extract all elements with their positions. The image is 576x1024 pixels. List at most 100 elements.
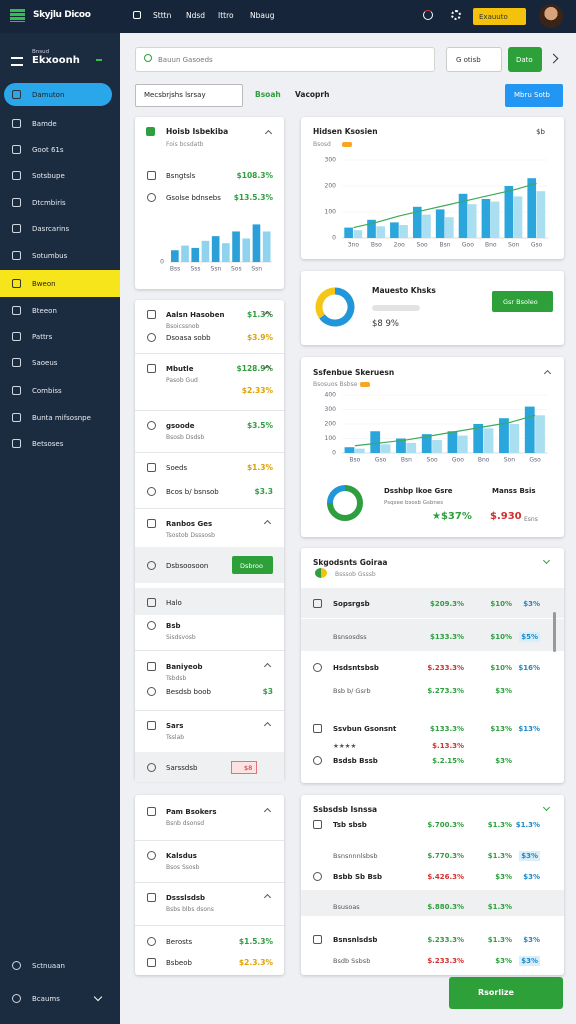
nav-item[interactable]: Bunta mifsosnpe bbox=[32, 414, 91, 422]
sidebar-footer-item[interactable]: Sctnuaan bbox=[32, 962, 65, 970]
nav-item[interactable]: Bweon bbox=[32, 280, 56, 288]
summary-button-label[interactable]: Gsr Bsoleo bbox=[503, 298, 538, 306]
row-title[interactable]: Bcos b/ bsnsob bbox=[166, 488, 219, 496]
nav-item[interactable]: Sotumbus bbox=[32, 252, 68, 260]
row-title[interactable]: Berosts bbox=[166, 938, 193, 946]
row-title[interactable]: Ranbos Ges bbox=[166, 520, 213, 528]
stat-subtitle: Psqsee bsosb Gsbnes bbox=[384, 500, 444, 506]
legend-label: Bsosd bbox=[313, 141, 331, 148]
nav-icon bbox=[12, 119, 21, 128]
cell-value: $13% bbox=[518, 725, 540, 733]
row-icon bbox=[147, 310, 156, 319]
stat-title: Manss Bsis bbox=[492, 487, 536, 495]
row-title[interactable]: Dssslsdsb bbox=[166, 894, 206, 902]
row-title[interactable]: Sars bbox=[166, 722, 184, 730]
row-value: $2.33% bbox=[241, 386, 273, 395]
row-title[interactable]: gsoode bbox=[166, 422, 195, 430]
chart-title: Hidsen Ksosien bbox=[313, 127, 378, 136]
row-title[interactable]: Dsbsoosoon bbox=[166, 562, 209, 570]
cell-value: $.233.3% bbox=[427, 664, 464, 672]
row-title[interactable]: Kalsdus bbox=[166, 852, 197, 860]
nav-icon bbox=[12, 332, 21, 341]
search-button-label[interactable]: G otisb bbox=[456, 56, 481, 64]
row-title[interactable]: Soeds bbox=[166, 464, 188, 472]
nav-icon bbox=[12, 358, 21, 367]
primary-button[interactable] bbox=[449, 977, 563, 1009]
menu-icon[interactable] bbox=[11, 57, 23, 66]
header-button[interactable] bbox=[473, 8, 526, 25]
cell-value: $3% bbox=[495, 757, 512, 765]
cell-value: $3% bbox=[523, 600, 540, 608]
nav-icon bbox=[133, 11, 141, 19]
nav-item[interactable]: Dtcmbiris bbox=[32, 199, 66, 207]
nav-icon bbox=[12, 386, 21, 395]
row-subtitle: Bsos Ssosb bbox=[166, 864, 200, 871]
row-highlight bbox=[301, 588, 564, 618]
collapse-icon[interactable] bbox=[96, 59, 102, 63]
row-title[interactable]: Bsb bbox=[166, 622, 181, 630]
search-button[interactable] bbox=[446, 47, 502, 72]
row-title[interactable]: Aalsn Hasoben bbox=[166, 311, 225, 319]
row-value: $2.3.3% bbox=[238, 958, 273, 967]
row-icon bbox=[147, 851, 156, 860]
row-title[interactable]: Baniyeob bbox=[166, 663, 203, 671]
dropdown[interactable] bbox=[135, 84, 243, 107]
cell-label: Bsusoas bbox=[333, 903, 360, 911]
row-title[interactable]: Mbutle bbox=[166, 365, 194, 373]
nav-item[interactable]: Dasrcarins bbox=[32, 225, 70, 233]
notification-icon[interactable] bbox=[423, 10, 433, 20]
nav-active[interactable] bbox=[4, 83, 112, 106]
row-button-label[interactable]: Dsbroo bbox=[240, 562, 264, 570]
cell-value: $5% bbox=[519, 632, 540, 642]
nav-item[interactable]: Sotsbupe bbox=[32, 172, 65, 180]
card-subtitle: Fois bcsdatb bbox=[166, 141, 204, 148]
cell-label: Bsdsb Bssb bbox=[333, 757, 378, 765]
nav-link[interactable]: Nbaug bbox=[250, 11, 275, 20]
action-button[interactable] bbox=[508, 47, 542, 72]
nav-icon bbox=[12, 413, 21, 422]
cell-label: Bsnsosdss bbox=[333, 633, 367, 641]
row-button[interactable] bbox=[232, 556, 273, 574]
dropdown-label[interactable]: Mecsbrjshs lsrsay bbox=[144, 91, 206, 99]
cell-value: $1.3% bbox=[487, 936, 512, 944]
nav-item[interactable]: Combiss bbox=[32, 387, 62, 395]
row-title[interactable]: Besdsb boob bbox=[166, 688, 211, 696]
row-title[interactable]: Dsoasa sobb bbox=[166, 334, 211, 342]
nav-icon bbox=[12, 279, 21, 288]
row-title[interactable]: Halo bbox=[166, 599, 182, 607]
row-title[interactable]: Pam Bsokers bbox=[166, 808, 217, 816]
tab-active[interactable]: Bsoah bbox=[255, 90, 281, 99]
search-input[interactable] bbox=[135, 47, 435, 72]
nav-item[interactable]: Saoeus bbox=[32, 359, 58, 367]
settings-icon[interactable] bbox=[451, 10, 461, 20]
nav-item[interactable]: Damuton bbox=[32, 91, 65, 99]
nav-item[interactable]: Betsoses bbox=[32, 440, 64, 448]
row-subtitle: Bsosb Dsdsb bbox=[166, 434, 205, 441]
action-button-label[interactable]: Dato bbox=[516, 56, 533, 64]
primary-button-label[interactable]: Rsorlize bbox=[478, 988, 514, 997]
nav-item[interactable]: Bamde bbox=[32, 120, 57, 128]
filter-button[interactable] bbox=[505, 84, 563, 107]
nav-icon bbox=[12, 171, 21, 180]
summary-button[interactable] bbox=[492, 291, 553, 312]
nav-icon bbox=[12, 145, 21, 154]
tab[interactable]: Vacoprh bbox=[295, 90, 330, 99]
cell-value: $.426.3% bbox=[427, 873, 464, 881]
nav-item[interactable]: Goot 61s bbox=[32, 146, 64, 154]
row-icon bbox=[147, 519, 156, 528]
row-title: Bsngtsls bbox=[166, 172, 196, 180]
row-title[interactable]: Sarssdsb bbox=[166, 764, 198, 772]
filter-button-label[interactable]: Mbru Sotb bbox=[514, 91, 550, 99]
chart-title: Ssfenbue Skeruesn bbox=[313, 368, 395, 377]
sidebar-footer-item[interactable]: Bcaums bbox=[32, 995, 60, 1003]
nav-link[interactable]: Stttn bbox=[153, 11, 172, 20]
cell-label: Bsb b/ Gsrb bbox=[333, 687, 371, 695]
nav-link[interactable]: Ndsd bbox=[186, 11, 206, 20]
stat-value: ★$37% bbox=[432, 511, 472, 522]
nav-link[interactable]: Ittro bbox=[218, 11, 234, 20]
separator bbox=[135, 925, 284, 926]
nav-item[interactable]: Pattrs bbox=[32, 333, 53, 341]
nav-item[interactable]: Bteeon bbox=[32, 307, 57, 315]
header-button-label[interactable]: Exauuto bbox=[479, 13, 508, 21]
row-title[interactable]: Bsbeob bbox=[166, 959, 192, 967]
